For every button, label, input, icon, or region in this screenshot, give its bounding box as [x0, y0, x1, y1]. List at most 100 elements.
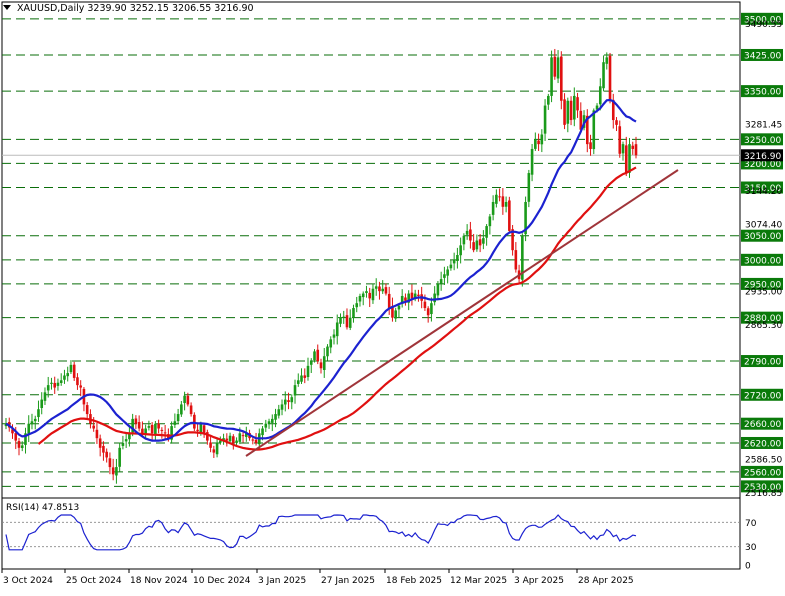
candle-body [589, 142, 592, 149]
candle-body [277, 409, 281, 416]
candle-body [309, 361, 313, 365]
candle-body [206, 432, 209, 441]
candle-body [595, 105, 599, 110]
candle-body [283, 399, 287, 405]
candle-body [485, 226, 488, 238]
candle-body [118, 447, 121, 467]
candle-body [381, 288, 385, 292]
rsi-line [5, 514, 637, 551]
candle-body [355, 303, 359, 308]
candle-body [124, 439, 128, 442]
level-label-bg [741, 480, 783, 493]
candle-body [387, 293, 391, 309]
level-label: 3425.00 [744, 51, 781, 61]
candle-body [631, 145, 635, 149]
candle-body [59, 380, 63, 383]
candle-body [173, 421, 177, 425]
candle-body [46, 385, 50, 391]
candle-body [566, 100, 570, 124]
level-label: 2560.00 [744, 468, 781, 478]
candle-body [150, 424, 154, 434]
candle-body [270, 418, 274, 423]
candle-body [193, 414, 196, 429]
level-label: 3500.00 [744, 15, 781, 25]
candle-body [465, 230, 469, 235]
candle-body [131, 418, 134, 433]
candle-body [14, 433, 18, 441]
candle-body [491, 201, 495, 215]
candle-body [85, 405, 89, 415]
candle-body [56, 382, 60, 386]
candle-body [443, 274, 446, 278]
candle-body [306, 365, 310, 377]
candle-body [605, 57, 609, 64]
candle-body [63, 375, 66, 380]
level-label-bg [741, 48, 783, 61]
candle-body [634, 144, 638, 156]
candle-body [40, 399, 44, 409]
x-tick-label: 3 Oct 2024 [3, 576, 53, 586]
candle-body [446, 269, 449, 276]
candle-body [537, 140, 540, 145]
level-label: 3350.00 [744, 88, 781, 98]
level-label-bg [741, 133, 783, 146]
level-label-bg [741, 85, 783, 98]
level-label: 3200.00 [744, 160, 781, 170]
candle-body [439, 279, 443, 284]
candle-body [579, 110, 583, 130]
candle-body [592, 110, 596, 150]
rsi-header: RSI(14) 47.8513 [6, 503, 80, 513]
trendline [245, 169, 679, 457]
collapse-triangle-icon[interactable] [3, 5, 11, 10]
level-label: 3050.00 [744, 232, 781, 242]
candle-body [563, 99, 566, 125]
candle-body [543, 105, 547, 134]
level-label: 2620.00 [744, 439, 781, 449]
candle-body [319, 362, 323, 369]
price-scale-label: 3490.55 [745, 20, 782, 30]
candle-body [196, 429, 199, 431]
ma-slow-line [37, 166, 637, 451]
candle-body [371, 288, 375, 301]
level-label: 2790.00 [744, 358, 781, 368]
candle-body [452, 259, 456, 264]
candle-body [225, 438, 229, 441]
candle-body [521, 235, 524, 280]
candle-body [293, 385, 297, 396]
rsi-scale-label: 0 [745, 562, 751, 572]
candle-body [212, 449, 216, 453]
x-tick-label: 18 Nov 2024 [130, 576, 188, 586]
candle-body [300, 375, 303, 382]
x-tick-label: 12 Mar 2025 [450, 576, 507, 586]
level-label-bg [741, 355, 783, 368]
candle-body [189, 405, 193, 415]
candle-body [66, 373, 70, 377]
ma-fast-line [5, 98, 637, 442]
candle-body [472, 242, 475, 251]
candle-body [534, 139, 537, 149]
level-label: 2660.00 [744, 420, 781, 430]
level-label-bg [741, 277, 783, 290]
candle-body [186, 395, 190, 405]
level-label-bg [741, 311, 783, 324]
current-price-label: 3216.90 [744, 152, 781, 162]
level-label: 2720.00 [744, 391, 781, 401]
candle-body [251, 439, 255, 441]
candle-body [115, 467, 118, 476]
level-label-bg [741, 465, 783, 478]
candle-body [261, 428, 264, 436]
candle-body [332, 334, 336, 338]
candle-body [147, 426, 151, 428]
candle-body [17, 441, 21, 448]
candle-body [121, 442, 125, 446]
candle-body [228, 435, 232, 442]
candle-body [102, 445, 105, 453]
candle-body [290, 397, 294, 403]
candle-body [345, 315, 349, 328]
price-scale-label: 3144.20 [745, 187, 782, 197]
x-tick-label: 28 Apr 2025 [578, 576, 634, 586]
candle-body [163, 432, 167, 434]
level-label: 2950.00 [744, 280, 781, 290]
